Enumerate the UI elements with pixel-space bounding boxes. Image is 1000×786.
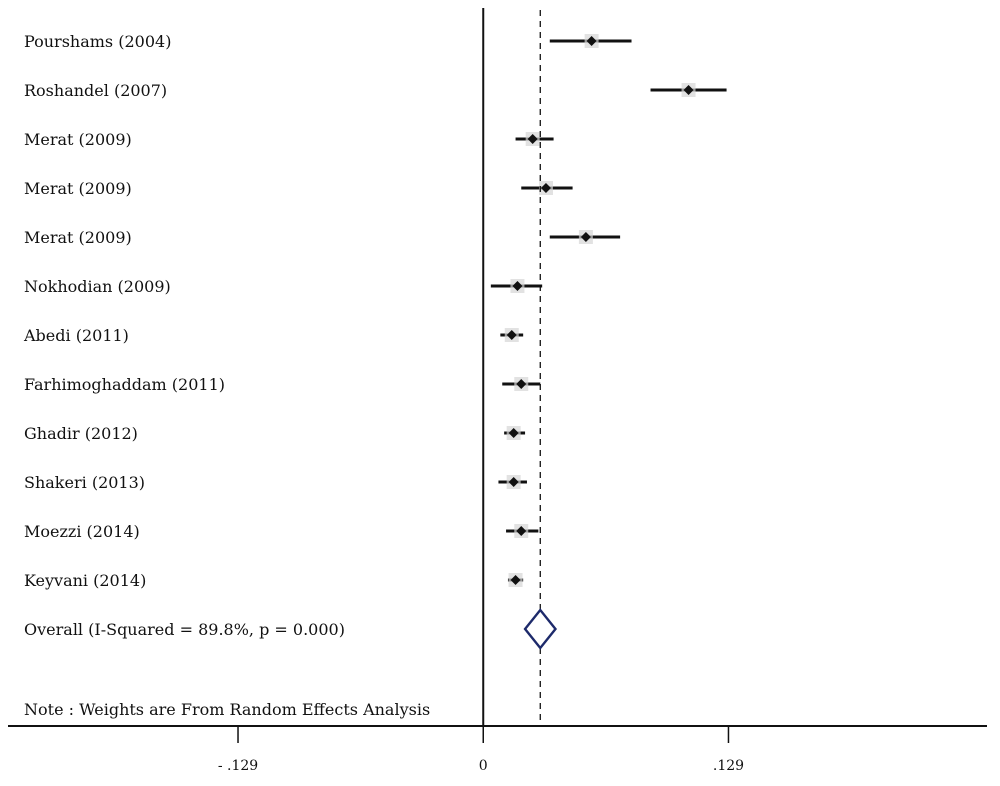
overall-label: Overall (I-Squared = 89.8%, p = 0.000): [24, 620, 345, 639]
study-row: Farhimoghaddam (2011): [24, 375, 540, 394]
study-label: Merat (2009): [24, 130, 132, 149]
study-label: Abedi (2011): [23, 326, 129, 345]
overall-row: Overall (I-Squared = 89.8%, p = 0.000): [24, 610, 555, 648]
study-label: Roshandel (2007): [24, 81, 167, 100]
study-label: Pourshams (2004): [24, 32, 171, 51]
study-label: Farhimoghaddam (2011): [24, 375, 225, 394]
study-label: Moezzi (2014): [24, 522, 140, 541]
study-row: Shakeri (2013): [24, 473, 527, 492]
study-label: Merat (2009): [24, 228, 132, 247]
study-label: Shakeri (2013): [24, 473, 145, 492]
study-row: Roshandel (2007): [24, 81, 727, 100]
study-label: Keyvani (2014): [24, 571, 146, 590]
x-tick-label: .129: [713, 758, 744, 774]
study-row: Abedi (2011): [23, 326, 523, 345]
study-label: Nokhodian (2009): [24, 277, 171, 296]
study-row: Merat (2009): [24, 179, 573, 198]
overall-diamond: [525, 610, 555, 648]
study-row: Ghadir (2012): [24, 424, 525, 443]
study-label: Ghadir (2012): [24, 424, 138, 443]
x-tick-label: - .129: [218, 758, 258, 774]
study-row: Merat (2009): [24, 228, 620, 247]
x-axis: - .129 0 .129: [8, 726, 987, 774]
x-tick-label: 0: [479, 758, 488, 774]
study-row: Keyvani (2014): [24, 571, 523, 590]
study-label: Merat (2009): [24, 179, 132, 198]
study-row: Moezzi (2014): [24, 522, 538, 541]
forest-plot: Pourshams (2004) Roshandel (2007) Merat (2…: [0, 0, 1000, 786]
study-rows: Pourshams (2004) Roshandel (2007) Merat (2…: [23, 32, 727, 590]
study-row: Merat (2009): [24, 130, 554, 149]
weights-note: Note : Weights are From Random Effects A…: [24, 700, 430, 719]
study-row: Nokhodian (2009): [24, 277, 542, 296]
